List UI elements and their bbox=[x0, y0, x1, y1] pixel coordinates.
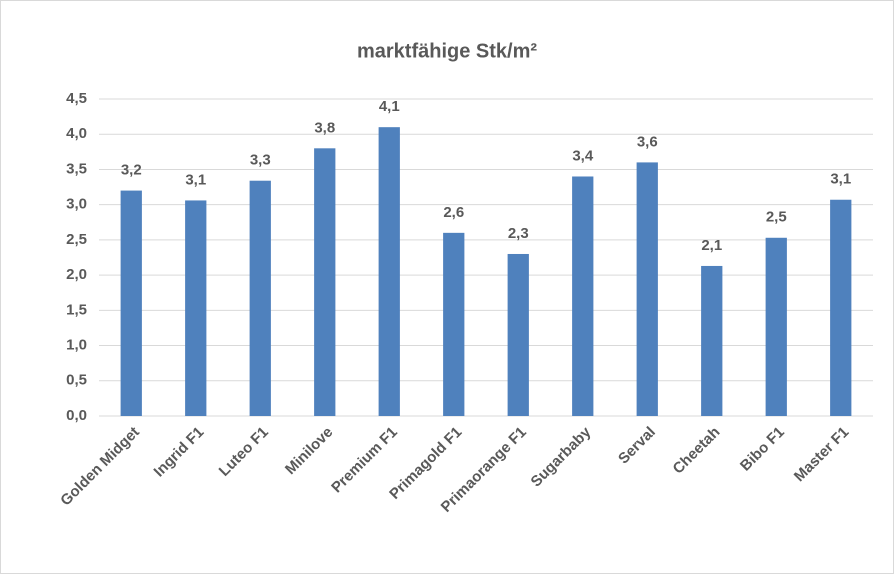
bar bbox=[120, 190, 142, 416]
bar bbox=[572, 176, 594, 416]
bar bbox=[249, 180, 271, 416]
bar bbox=[636, 162, 658, 416]
y-tick-label: 1,5 bbox=[66, 301, 87, 318]
bar bbox=[507, 253, 529, 416]
data-label: 3,1 bbox=[185, 171, 206, 188]
data-label: 4,1 bbox=[379, 98, 400, 115]
bar bbox=[378, 127, 400, 416]
y-tick-label: 2,0 bbox=[66, 266, 87, 283]
y-tick-label: 4,5 bbox=[66, 90, 87, 107]
data-label: 3,1 bbox=[830, 171, 851, 188]
data-label: 2,3 bbox=[508, 225, 529, 242]
data-label: 3,6 bbox=[637, 133, 658, 150]
data-label: 3,8 bbox=[314, 119, 335, 136]
bar bbox=[443, 232, 465, 416]
data-label: 3,2 bbox=[121, 162, 142, 179]
y-tick-label: 1,0 bbox=[66, 337, 87, 354]
y-tick-label: 0,5 bbox=[66, 372, 87, 389]
bar bbox=[701, 265, 723, 416]
data-label: 2,1 bbox=[701, 237, 722, 254]
data-label: 2,6 bbox=[443, 204, 464, 221]
data-label: 3,3 bbox=[250, 152, 271, 169]
y-tick-label: 3,0 bbox=[66, 196, 87, 213]
y-tick-label: 2,5 bbox=[66, 231, 87, 248]
data-label: 2,5 bbox=[766, 209, 787, 226]
bar bbox=[765, 237, 787, 416]
data-label: 3,4 bbox=[572, 147, 594, 164]
bar bbox=[314, 148, 336, 417]
bar bbox=[185, 200, 207, 416]
bar bbox=[830, 199, 852, 416]
y-tick-label: 3,5 bbox=[66, 160, 87, 177]
y-tick-label: 4,0 bbox=[66, 125, 87, 142]
chart-title: marktfähige Stk/m² bbox=[357, 40, 537, 62]
y-tick-label: 0,0 bbox=[66, 407, 87, 424]
